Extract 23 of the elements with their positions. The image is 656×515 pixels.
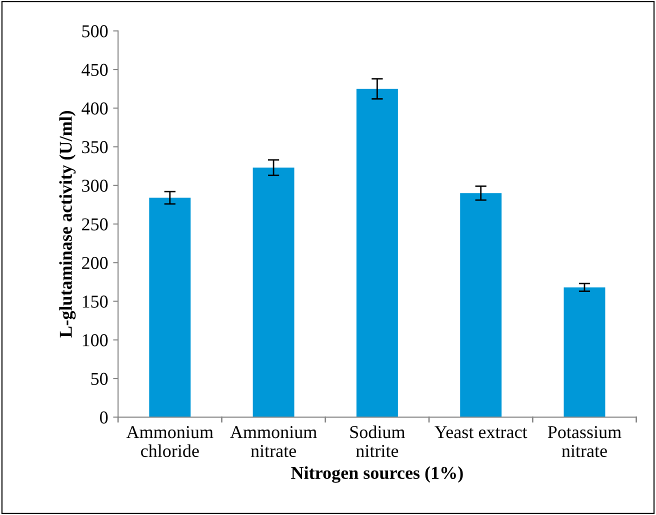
bar bbox=[356, 88, 398, 418]
bar bbox=[149, 198, 191, 418]
y-tick-label: 350 bbox=[82, 141, 108, 154]
bar bbox=[252, 168, 294, 418]
x-tick-label: Yeast extract bbox=[434, 426, 528, 438]
bar bbox=[460, 193, 502, 418]
y-tick-label: 150 bbox=[82, 296, 108, 308]
y-tick-label: 100 bbox=[82, 334, 108, 346]
y-tick-label: 450 bbox=[82, 64, 108, 76]
y-axis-title: L-glutaminase activity (U/ml) bbox=[59, 110, 76, 338]
y-tick-label: 0 bbox=[100, 411, 108, 424]
y-tick-label: 500 bbox=[82, 25, 108, 38]
x-tick-label: Sodium nitrite bbox=[350, 425, 406, 458]
x-axis-title: Nitrogen sources (1%) bbox=[291, 466, 463, 483]
y-tick-label: 300 bbox=[82, 180, 108, 192]
x-tick-label: Potassium nitrate bbox=[548, 426, 622, 458]
bar bbox=[564, 287, 606, 418]
x-tick-label: Ammonium chloride bbox=[126, 426, 214, 458]
y-tick-label: 50 bbox=[91, 372, 108, 385]
y-tick-label: 400 bbox=[82, 102, 108, 115]
y-tick-label: 250 bbox=[82, 218, 108, 230]
y-tick-label: 200 bbox=[82, 256, 108, 270]
x-tick-label: Ammonium nitrate bbox=[230, 426, 317, 458]
